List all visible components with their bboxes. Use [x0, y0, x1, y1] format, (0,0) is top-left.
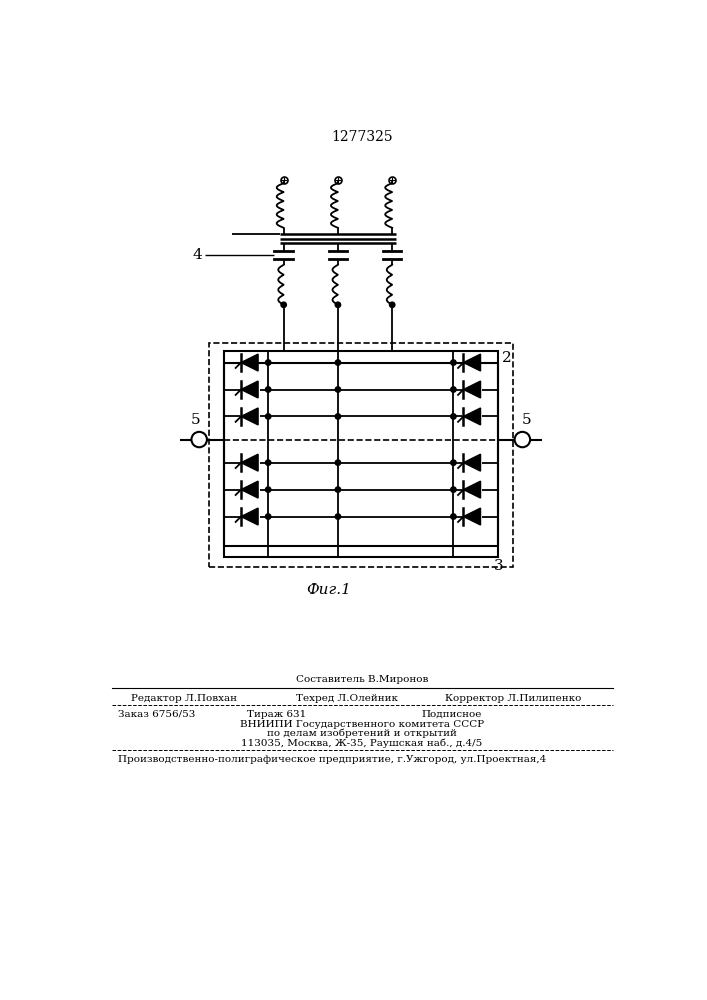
Polygon shape: [464, 454, 481, 471]
Circle shape: [450, 387, 456, 392]
Text: 113035, Москва, Ж-35, Раушская наб., д.4/5: 113035, Москва, Ж-35, Раушская наб., д.4…: [241, 738, 483, 748]
Polygon shape: [464, 354, 481, 371]
Circle shape: [265, 360, 271, 365]
Bar: [224, 351, 498, 557]
Circle shape: [450, 514, 456, 519]
Circle shape: [265, 414, 271, 419]
Text: Техред Л.Олейник: Техред Л.Олейник: [296, 694, 398, 703]
Text: Редактор Л.Повхан: Редактор Л.Повхан: [131, 694, 237, 703]
Text: 5: 5: [522, 413, 531, 427]
Circle shape: [450, 360, 456, 365]
Polygon shape: [241, 381, 258, 398]
Polygon shape: [241, 354, 258, 371]
Circle shape: [335, 514, 341, 519]
Circle shape: [265, 387, 271, 392]
Text: Фиг.1: Фиг.1: [306, 583, 351, 597]
Polygon shape: [241, 481, 258, 498]
Text: 4: 4: [192, 248, 202, 262]
Polygon shape: [464, 381, 481, 398]
Circle shape: [335, 487, 341, 492]
Circle shape: [281, 302, 286, 307]
Polygon shape: [241, 508, 258, 525]
Circle shape: [265, 460, 271, 465]
Circle shape: [265, 514, 271, 519]
Text: Производственно-полиграфическое предприятие, г.Ужгород, ул.Проектная,4: Производственно-полиграфическое предприя…: [118, 755, 546, 764]
Circle shape: [335, 387, 341, 392]
Circle shape: [450, 460, 456, 465]
Text: 3: 3: [493, 559, 503, 573]
Text: 1277325: 1277325: [331, 130, 393, 144]
Text: Заказ 6756/53: Заказ 6756/53: [118, 710, 195, 719]
Circle shape: [265, 487, 271, 492]
Text: ВНИИПИ Государственного комитета СССР: ВНИИПИ Государственного комитета СССР: [240, 720, 484, 729]
Polygon shape: [464, 408, 481, 425]
Polygon shape: [241, 408, 258, 425]
Bar: [209, 343, 513, 567]
Circle shape: [450, 414, 456, 419]
Text: по делам изобретений и открытий: по делам изобретений и открытий: [267, 729, 457, 738]
Text: Тираж 631: Тираж 631: [247, 710, 307, 719]
Circle shape: [335, 302, 341, 307]
Circle shape: [335, 460, 341, 465]
Circle shape: [450, 487, 456, 492]
Text: 2: 2: [501, 351, 511, 365]
Text: Подписное: Подписное: [421, 710, 482, 719]
Text: Корректор Л.Пилипенко: Корректор Л.Пилипенко: [445, 694, 581, 703]
Circle shape: [390, 302, 395, 307]
Circle shape: [335, 414, 341, 419]
Text: Составитель В.Миронов: Составитель В.Миронов: [296, 675, 428, 684]
Polygon shape: [241, 454, 258, 471]
Polygon shape: [464, 508, 481, 525]
Text: 5: 5: [190, 413, 200, 427]
Circle shape: [335, 360, 341, 365]
Polygon shape: [464, 481, 481, 498]
